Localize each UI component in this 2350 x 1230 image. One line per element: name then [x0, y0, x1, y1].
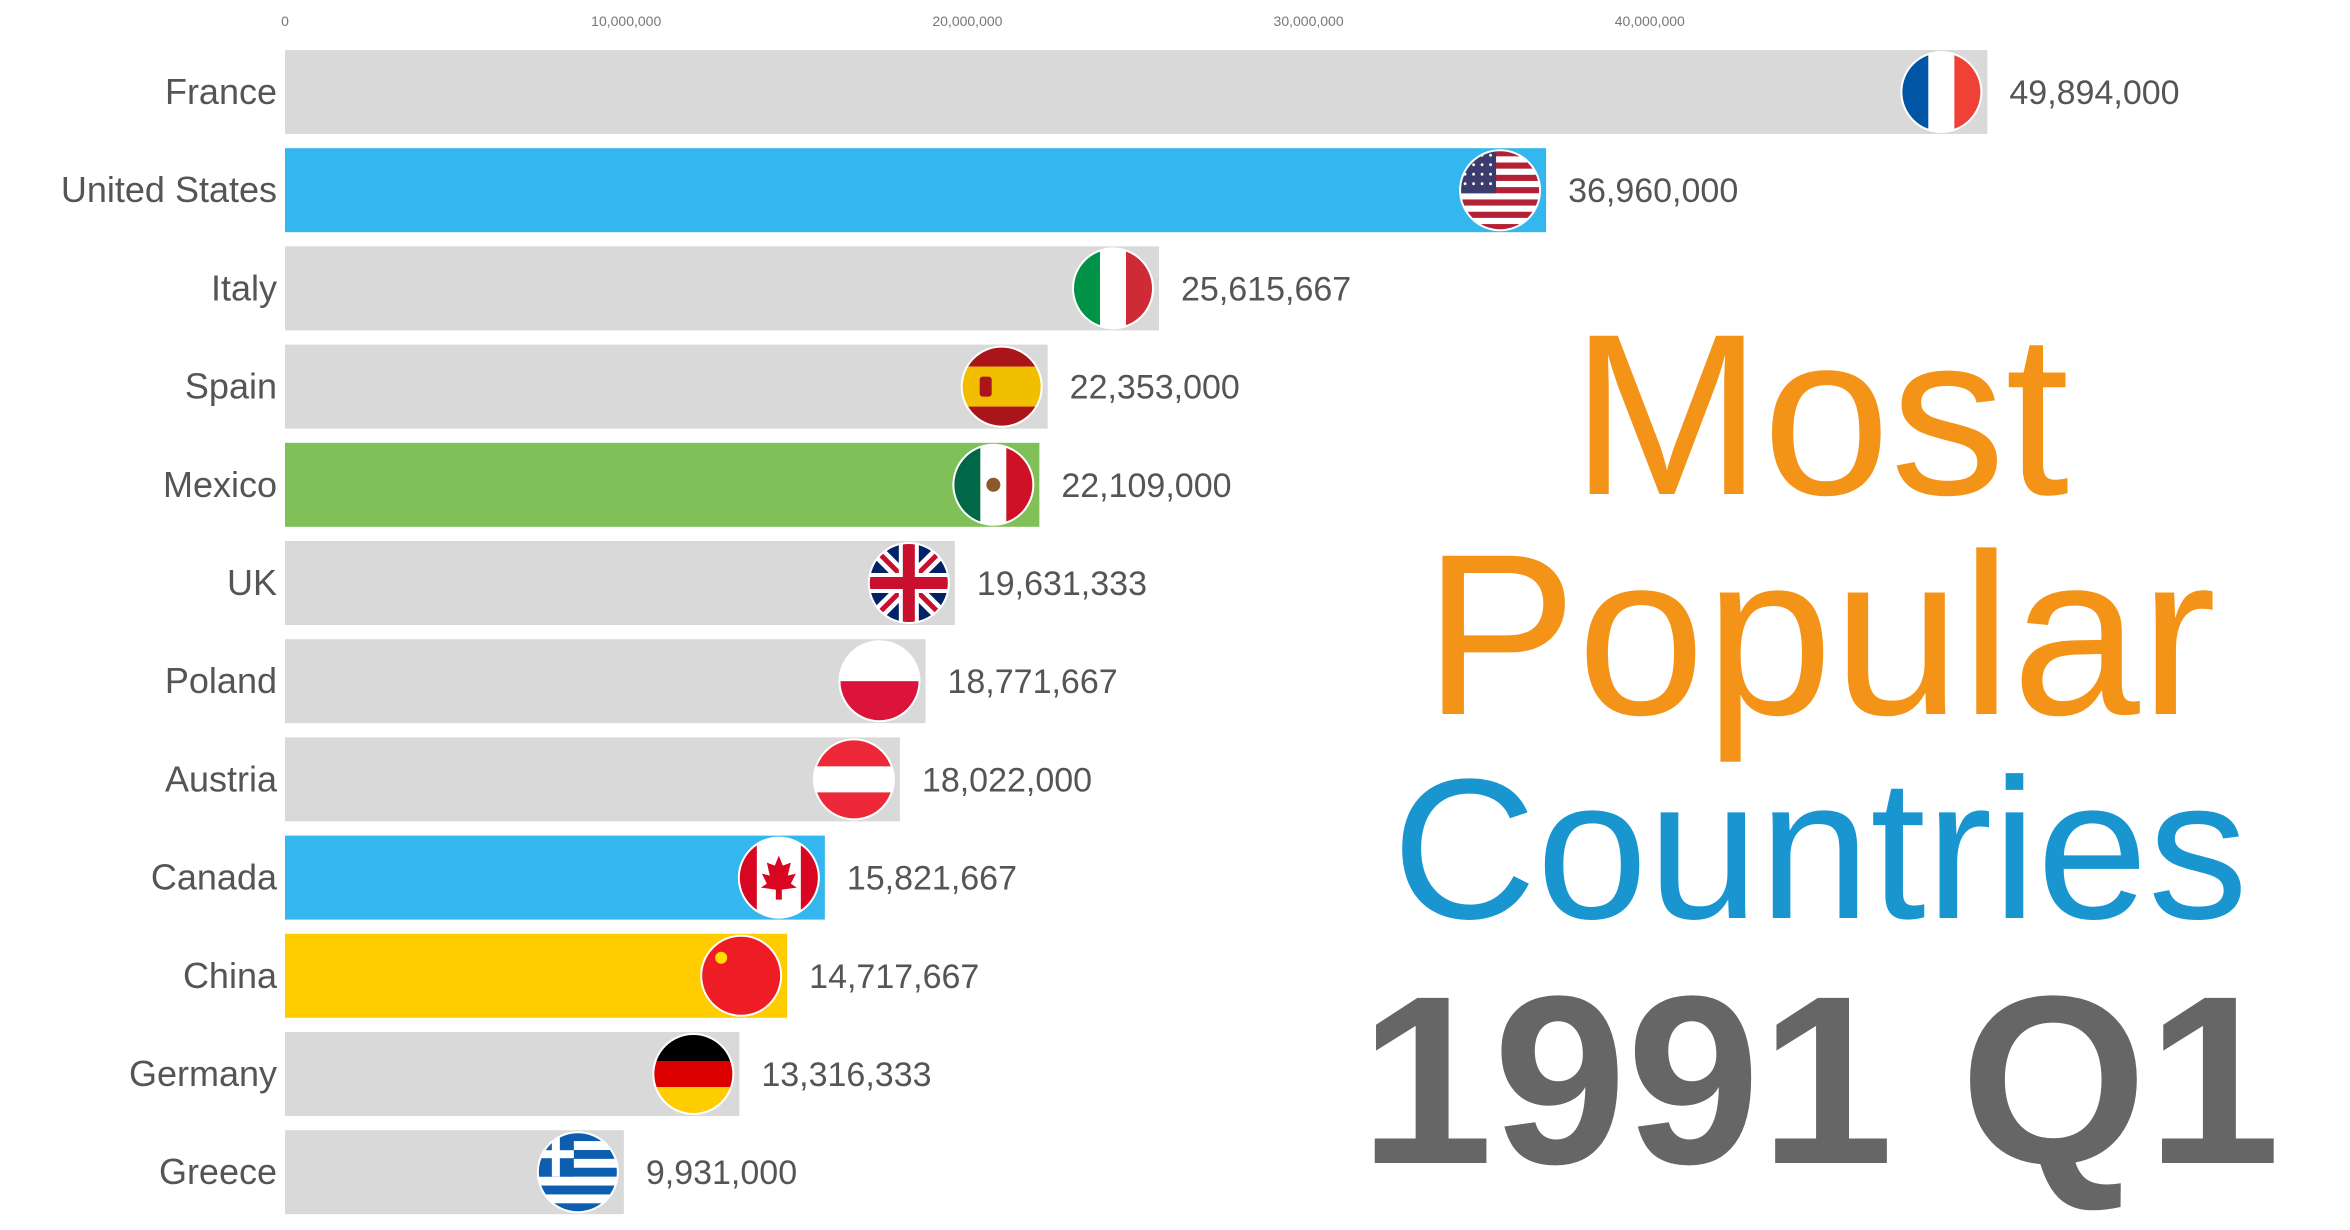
- bar-mexico: [285, 442, 1040, 527]
- value-label: 49,894,000: [2009, 74, 2179, 112]
- bar-row: France 49,894,000: [165, 50, 2180, 134]
- bar-row: Greece 9,931,000: [159, 1130, 797, 1215]
- usa-flag-icon: [1459, 149, 1542, 232]
- bar-row: Canada 15,821,667: [151, 835, 1017, 920]
- bar-austria: [285, 737, 900, 822]
- category-label: Greece: [159, 1151, 277, 1192]
- value-label: 14,717,667: [809, 958, 979, 996]
- poland-flag-icon: [838, 640, 921, 723]
- bar-france: [285, 50, 1988, 134]
- value-label: 18,771,667: [947, 663, 1117, 701]
- spain-flag-icon: [960, 345, 1043, 428]
- category-label: Mexico: [163, 464, 277, 505]
- title-block: Most Popular Countries 1991 Q1: [1300, 286, 2340, 1214]
- x-tick-label: 20,000,000: [932, 13, 1002, 29]
- bar-row: United States 36,960,000: [61, 148, 1738, 233]
- value-label: 13,316,333: [761, 1056, 931, 1094]
- bar-row: Austria 18,022,000: [165, 737, 1092, 822]
- title-line-popular: Popular: [1423, 506, 2217, 763]
- title-line-most: Most: [1570, 286, 2070, 543]
- bar-italy: [285, 246, 1160, 331]
- bar-spain: [285, 344, 1048, 429]
- bar-row: China 14,717,667: [183, 933, 979, 1018]
- uk-flag-icon: [867, 542, 950, 624]
- germany-flag-icon: [652, 1033, 735, 1115]
- bar-row: UK 19,631,333: [227, 541, 1147, 625]
- bar-united-states: [285, 148, 1547, 233]
- title-line-countries: Countries: [1392, 738, 2248, 961]
- france-flag-icon: [1900, 51, 1983, 133]
- category-label: Canada: [151, 857, 278, 898]
- category-label: France: [165, 71, 277, 112]
- category-label: United States: [61, 169, 277, 210]
- bars-group: France 49,894,000 United States 36,960,000 I…: [61, 50, 2180, 1215]
- x-tick-label: 40,000,000: [1615, 13, 1685, 29]
- bar-row: Poland 18,771,667: [165, 639, 1118, 724]
- period-label: 1991 Q1: [1359, 946, 2281, 1214]
- bar-row: Italy 25,615,667: [211, 246, 1351, 331]
- bar-row: Mexico 22,109,000: [163, 442, 1232, 527]
- category-label: UK: [227, 562, 277, 603]
- china-flag-icon: [700, 934, 783, 1017]
- value-label: 19,631,333: [977, 565, 1147, 603]
- value-label: 22,109,000: [1061, 467, 1231, 505]
- category-label: China: [183, 955, 278, 996]
- canada-flag-icon: [737, 836, 820, 919]
- category-label: Poland: [165, 660, 277, 701]
- x-tick-label: 0: [281, 13, 289, 29]
- value-label: 25,615,667: [1181, 270, 1351, 308]
- bar-canada: [285, 835, 825, 920]
- italy-flag-icon: [1072, 247, 1155, 330]
- value-label: 22,353,000: [1070, 369, 1240, 407]
- category-label: Spain: [185, 366, 277, 407]
- category-label: Germany: [129, 1053, 277, 1094]
- greece-flag-icon: [536, 1131, 619, 1214]
- mexico-flag-icon: [952, 443, 1035, 526]
- bar-row: Germany 13,316,333: [129, 1032, 932, 1116]
- value-label: 9,931,000: [646, 1154, 797, 1192]
- bar-poland: [285, 639, 926, 724]
- category-label: Austria: [165, 758, 278, 799]
- x-tick-label: 30,000,000: [1274, 13, 1344, 29]
- bar-uk: [285, 541, 955, 625]
- category-label: Italy: [211, 267, 277, 308]
- austria-flag-icon: [812, 738, 895, 821]
- x-axis-ticks: 0 10,000,000 20,000,000 30,000,000 40,000,00…: [281, 13, 1685, 29]
- bar-row: Spain 22,353,000: [185, 344, 1240, 429]
- value-label: 18,022,000: [922, 761, 1092, 799]
- x-tick-label: 10,000,000: [591, 13, 661, 29]
- value-label: 15,821,667: [847, 860, 1017, 898]
- value-label: 36,960,000: [1568, 172, 1738, 210]
